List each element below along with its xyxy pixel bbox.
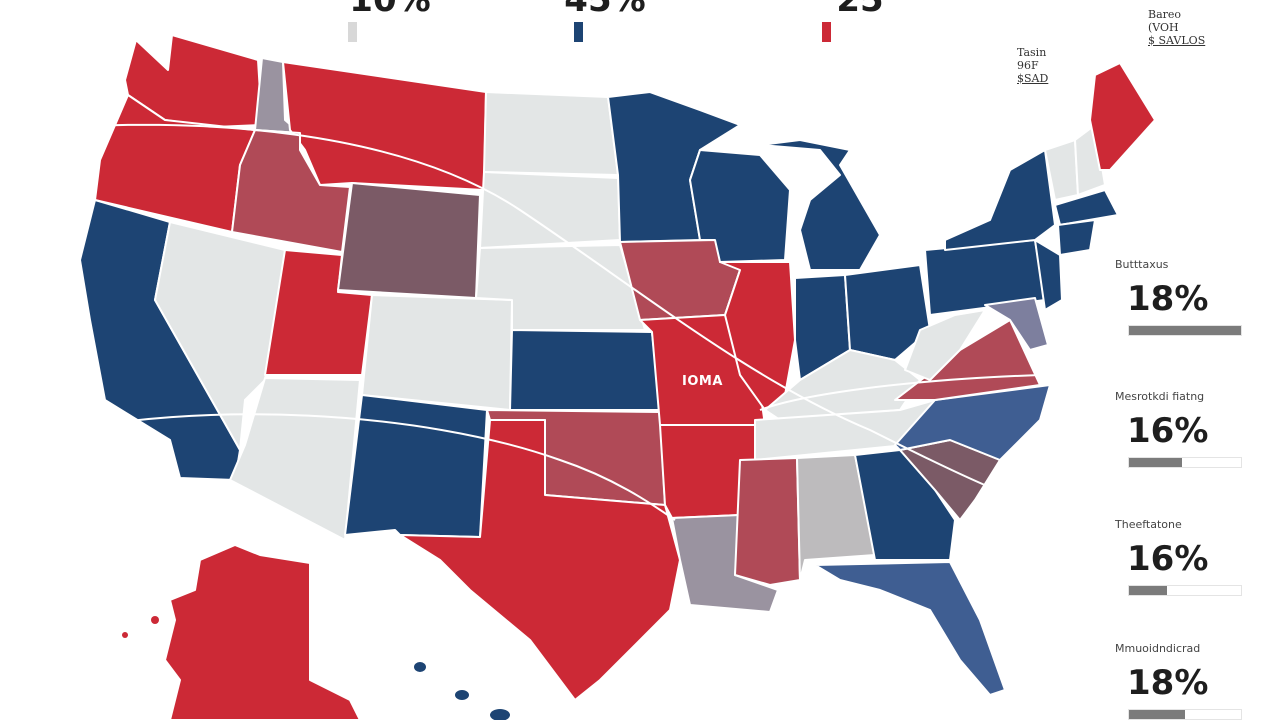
state-mississippi [734,457,801,586]
callout-line-text: Tasin [1017,46,1047,59]
state-colorado [361,294,513,411]
stat-label: Mesrotkdi fiatng [1115,390,1205,403]
state-washington [124,34,263,128]
state-idaho [231,129,351,253]
legend-swatch [822,22,831,42]
overlay-line [759,374,1041,411]
state-new-mexico [344,394,488,538]
state-texas [399,419,681,701]
top-legend: 10% 45% 25 [0,0,1280,42]
state-florida [814,561,1006,696]
alaska-island [151,616,159,624]
stat-label: Mmuoidndicrad [1115,642,1201,655]
state-arizona [229,377,361,541]
stat-bar [1128,709,1242,720]
stat-panel-4: Mmuoidndicrad 18% [1115,642,1255,720]
stat-value: 16% [1127,539,1209,579]
stat-value: 18% [1127,279,1209,319]
callout-right: Bareo (VOH $ SAVLOS [1148,8,1205,47]
stat-label: Butttaxus [1115,258,1169,271]
state-maryland [984,297,1049,351]
stat-bar-fill [1129,326,1241,335]
stat-bar [1128,325,1242,336]
state-maine [1089,62,1156,171]
stat-bar-fill [1129,710,1185,719]
legend-item-blue: 45% [540,0,670,42]
hawaii-island [490,709,510,720]
state-connecticut [1057,219,1096,256]
alaska-island [122,632,128,638]
callout-line [1011,47,1031,89]
legend-value: 45% [564,0,646,20]
callout-line [1018,19,1156,89]
state-alabama [796,454,876,581]
callout-line-text: (VOH [1148,21,1179,34]
stat-panel-2: Mesrotkdi fiatng 16% [1115,390,1255,468]
overlay-line [24,123,1091,521]
stat-panel-1: Butttaxus 18% [1115,258,1255,336]
stat-panel-3: Theeftatone 16% [1115,518,1255,596]
state-kansas [509,329,661,411]
state-massachusetts [1054,189,1119,226]
state-south-dakota [479,171,621,249]
stat-bar-fill [1129,586,1168,595]
hawaii-island [414,662,426,672]
state-ohio [844,264,931,361]
stat-bar [1128,457,1242,468]
legend-value: 10% [349,0,431,20]
state-montana [282,61,487,191]
legend-item-gray: 10% [340,0,440,42]
callout-line-text: $SAD [1017,72,1049,85]
stat-value: 18% [1127,663,1209,703]
state-new-jersey [1034,239,1063,311]
state-new-york [944,149,1056,251]
hawaii-island [455,690,469,700]
state-label: IOMA [682,374,723,389]
callout-line-text: Bareo [1148,8,1182,21]
callout-line-text: 96F [1017,59,1039,72]
overlay-line [44,413,676,521]
state-west-virginia [904,309,986,381]
callout-left: Tasin 96F $SAD [1017,46,1048,85]
callout-line-text: $ SAVLOS [1148,34,1206,47]
stat-bar-fill [1129,458,1182,467]
state-wyoming [337,182,481,299]
legend-swatch [348,22,357,42]
stat-label: Theeftatone [1115,518,1182,531]
legend-swatch [574,22,583,42]
state-north-dakota [483,91,619,176]
stat-value: 16% [1127,411,1209,451]
stat-bar [1128,585,1242,596]
state-alaska [164,544,361,720]
legend-item-red: 25 [810,0,910,42]
state-michigan [759,139,881,271]
legend-value: 25 [836,0,884,20]
